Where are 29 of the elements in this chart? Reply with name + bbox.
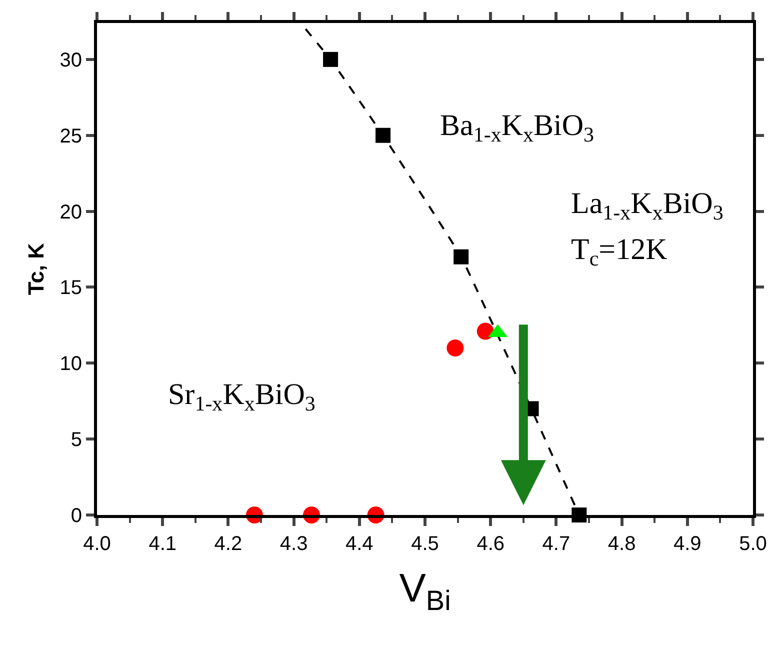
y-tick-label: 10 [60,353,82,376]
annotation: Sr$_{1-x}$K$_{x}$BiO$_{3}$ [168,378,316,416]
point [454,249,469,264]
y-tick-label: 15 [60,277,82,300]
point [476,322,494,340]
x-tick-label: 4.3 [280,533,308,555]
annotation: T$_{c}$=12K [571,233,668,270]
x-tick-label: 5.0 [739,533,767,555]
annotation: La$_{1-x}$K$_{x}$BiO$_{3}$ [571,187,724,224]
point [323,52,338,67]
x-tick-label: 4.2 [214,533,242,555]
x-axis-title: V$_{Bi}$ [399,566,451,616]
x-tick-label: 4.1 [148,533,177,555]
x-tick-label: 4.7 [542,533,570,555]
x-tick-label: 4.0 [83,533,111,555]
y-tick-label: 5 [70,429,82,452]
x-tick-label: 4.4 [345,533,374,555]
y-tick-label: 25 [60,125,82,148]
y-tick-label: 0 [70,505,82,527]
y-axis-title: Tc, K [24,242,49,296]
point [376,128,391,143]
annotation: Ba$_{1-x}$K$_{x}$BiO$_{3}$ [440,109,594,146]
x-tick-label: 4.6 [476,533,505,555]
x-tick-label: 4.8 [608,533,636,555]
y-tick-label: 20 [60,201,82,224]
x-tick-label: 4.9 [673,533,702,555]
y-tick-label: 30 [60,49,82,72]
x-tick-label: 4.5 [411,533,439,555]
point [446,339,464,356]
